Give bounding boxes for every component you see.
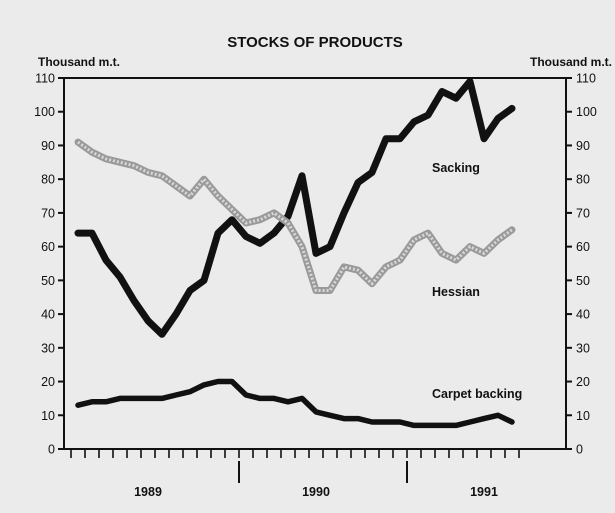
- axes: 0 0 10 10 20 20 30 30 40 40 50 50 60 60 70 70 80 80 90 90 10…: [34, 72, 597, 500]
- y-tick-label-left: 30: [41, 341, 55, 355]
- y-tick-label-right: 100: [576, 105, 597, 119]
- y-tick-label-right: 80: [576, 173, 590, 187]
- chart-title: STOCKS OF PRODUCTS: [227, 34, 403, 51]
- y-tick-label-right: 20: [576, 375, 590, 389]
- y-tick-label-right: 90: [576, 139, 590, 153]
- y-tick-label-left: 0: [48, 443, 55, 457]
- y-tick-label-right: 30: [576, 341, 590, 355]
- series-hatch-hessian: [77, 140, 513, 292]
- x-year-label-1991: 1991: [470, 485, 498, 499]
- y-tick-label-right: 50: [576, 274, 590, 288]
- series-line-carpet-backing: [75, 378, 515, 429]
- series-label-carpet-backing: Carpet backing: [432, 387, 522, 401]
- y-tick-label-left: 10: [41, 409, 55, 423]
- y-tick-label-left: 110: [35, 72, 55, 86]
- series-layer: [74, 77, 516, 429]
- y-tick-label-right: 10: [576, 409, 590, 423]
- y-tick-label-right: 70: [576, 206, 590, 220]
- y-tick-label-left: 20: [41, 375, 55, 389]
- y-tick-label-right: 40: [576, 308, 590, 322]
- y-tick-label-right: 60: [576, 240, 590, 254]
- y-tick-label-left: 70: [41, 206, 55, 220]
- x-year-label-1989: 1989: [134, 485, 162, 499]
- y-tick-label-right: 110: [576, 72, 596, 86]
- plot-frame: [63, 77, 567, 450]
- series-line-sacking: [74, 77, 516, 338]
- y-tick-label-left: 80: [41, 173, 55, 187]
- y-tick-label-left: 60: [41, 240, 55, 254]
- y-tick-label-right: 0: [576, 443, 583, 457]
- y-tick-label-left: 90: [41, 139, 55, 153]
- y-tick-label-left: 50: [41, 274, 55, 288]
- series-label-sacking: Sacking: [432, 161, 480, 175]
- y-tick-label-left: 100: [34, 105, 55, 119]
- y-tick-label-left: 40: [41, 308, 55, 322]
- series-label-hessian: Hessian: [432, 285, 480, 299]
- y-axis-unit-left: Thousand m.t.: [38, 55, 120, 69]
- y-axis-unit-right: Thousand m.t.: [530, 55, 612, 69]
- x-year-label-1990: 1990: [302, 485, 330, 499]
